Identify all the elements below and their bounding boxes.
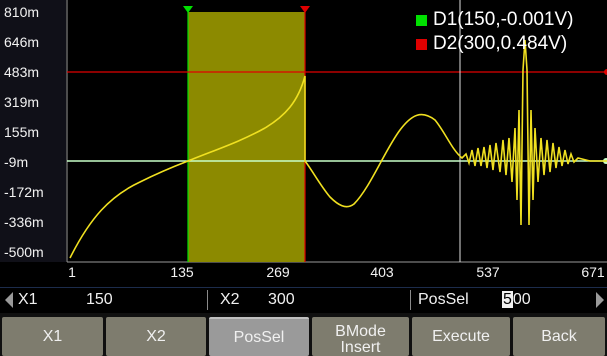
- x2-softkey[interactable]: X2: [106, 317, 206, 356]
- x-tick: 135: [170, 264, 194, 280]
- execute-softkey-label: Execute: [432, 327, 490, 345]
- possel-info-label: PosSel: [418, 291, 469, 308]
- legend-d1-label: D1(150,-0.001V): [433, 9, 574, 30]
- x-tick: 269: [266, 264, 290, 280]
- x-tick: 403: [370, 264, 394, 280]
- y-tick: -172m: [4, 184, 44, 200]
- y-tick: 155m: [4, 124, 40, 140]
- y-tick: -500m: [4, 244, 44, 260]
- legend-d1: D1(150,-0.001V): [416, 8, 573, 32]
- back-softkey-label: Back: [541, 327, 577, 345]
- x1-info-value: 150: [86, 291, 113, 308]
- possel-softkey-label: PosSel: [233, 328, 285, 346]
- waveform-trace: [69, 39, 607, 259]
- divider: [410, 290, 411, 310]
- x-axis-labels: 1 135 269 403 537 671: [66, 262, 607, 286]
- x1-softkey[interactable]: X1: [2, 317, 103, 356]
- bmode-softkey[interactable]: BMode Insert: [312, 317, 409, 356]
- x1-softkey-label: X1: [42, 327, 63, 345]
- y-tick: 483m: [4, 64, 40, 80]
- possel-value-rest: 00: [512, 291, 531, 308]
- level-d2-handle[interactable]: [604, 69, 607, 75]
- y-tick: 810m: [4, 4, 40, 20]
- y-tick: -9m: [4, 154, 29, 170]
- cursor-d1-marker[interactable]: [183, 6, 193, 13]
- scroll-right-icon[interactable]: [596, 292, 604, 308]
- bmode-softkey-value: Insert: [340, 338, 381, 356]
- x-tick: 1: [68, 264, 76, 280]
- x1-info-label: X1: [18, 291, 38, 308]
- x-tick: 537: [476, 264, 500, 280]
- possel-value-field[interactable]: 500: [502, 288, 531, 312]
- y-tick: 646m: [4, 34, 40, 50]
- y-axis-labels: 810m 646m 483m 319m 155m -9m -172m -336m…: [0, 0, 66, 262]
- legend-d2-label: D2(300,0.484V): [433, 33, 568, 54]
- execute-softkey[interactable]: Execute: [412, 317, 510, 356]
- y-tick: -336m: [4, 214, 44, 230]
- y-tick: 319m: [4, 94, 40, 110]
- possel-value-cursor-digit: 5: [502, 291, 513, 308]
- bmode-softkey-label: BMode: [335, 322, 386, 340]
- x2-info-label: X2: [220, 291, 240, 308]
- x2-softkey-label: X2: [146, 327, 166, 345]
- cursor-d2-marker[interactable]: [300, 6, 310, 13]
- scroll-left-icon[interactable]: [5, 292, 13, 308]
- d1-swatch: [416, 14, 427, 26]
- possel-softkey[interactable]: PosSel: [209, 317, 309, 356]
- legend-d2: D2(300,0.484V): [416, 32, 573, 56]
- x-tick: 671: [581, 264, 605, 280]
- cursor-legend: D1(150,-0.001V) D2(300,0.484V): [416, 8, 573, 56]
- back-softkey[interactable]: Back: [513, 317, 605, 356]
- softkey-bar: X1 X2 PosSel BMode Insert Execute Back: [0, 313, 607, 356]
- d2-swatch: [416, 38, 427, 50]
- waveform-plot[interactable]: [0, 0, 607, 287]
- divider: [207, 290, 208, 310]
- info-bar: X1 150 X2 300 PosSel 500: [0, 287, 607, 312]
- x2-info-value: 300: [268, 291, 295, 308]
